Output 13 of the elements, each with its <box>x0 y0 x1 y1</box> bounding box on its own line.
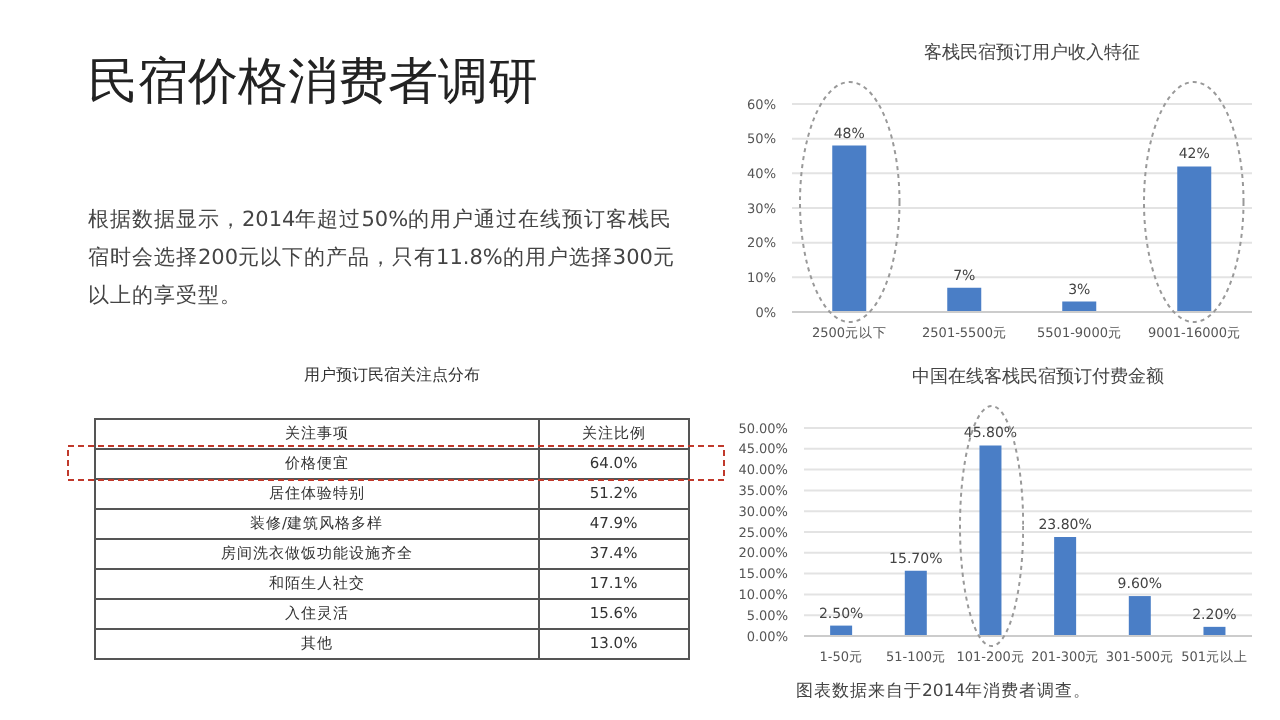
text: 图表数据来自于2014年消费者调查。 <box>796 680 1092 704</box>
bar <box>947 287 982 312</box>
chart-title: 中国在线客栈民宿预订付费金额 <box>910 365 1166 392</box>
bar <box>979 445 1002 636</box>
bar <box>1054 536 1077 636</box>
text: 用户预订民宿关注点分布 <box>302 364 482 386</box>
chart-title: 客栈民宿预订用户收入特征 <box>922 41 1142 68</box>
text: 民宿价格消费者调研 <box>88 50 540 114</box>
bar <box>904 570 927 636</box>
bar <box>1128 596 1151 636</box>
text: 根据数据显示，2014年超过50%的用户通过在线预订客栈民宿时会选择200元以下的产品，只有11.8%的用户选择300元以上的享受型。 <box>88 206 677 312</box>
bar <box>832 145 867 312</box>
bar <box>1177 166 1212 312</box>
